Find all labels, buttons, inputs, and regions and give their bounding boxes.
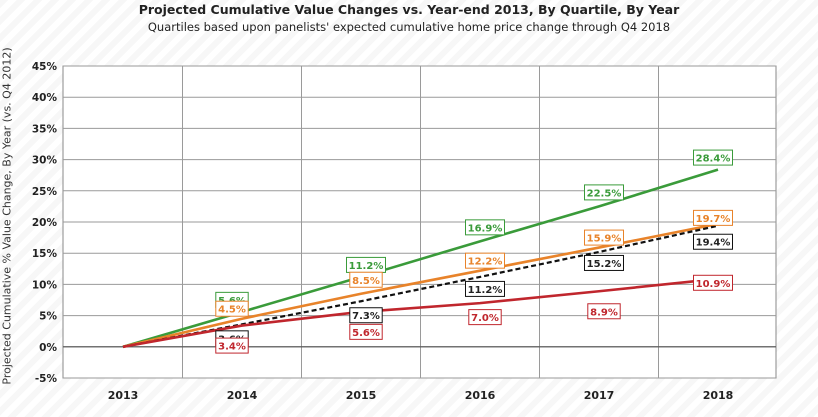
data-label: 28.4% — [696, 154, 731, 165]
y-tick-label: -5% — [35, 373, 58, 385]
x-tick-label: 2013 — [108, 389, 139, 402]
y-tick-label: 0% — [39, 342, 57, 354]
data-label: 7.3% — [352, 311, 380, 322]
y-tick-label: 15% — [32, 248, 58, 260]
data-label-box — [584, 184, 624, 201]
x-tick-label: 2017 — [584, 389, 615, 402]
data-label-box — [215, 300, 249, 317]
data-label: 15.2% — [587, 259, 622, 270]
x-tick-label: 2015 — [346, 389, 377, 402]
y-tick-label: 20% — [32, 217, 58, 229]
y-tick-label: 10% — [32, 279, 58, 291]
data-label: 10.9% — [696, 279, 731, 290]
data-label: 5.6% — [352, 328, 380, 339]
x-tick-label: 2018 — [703, 389, 734, 402]
data-label-box — [349, 323, 383, 340]
y-tick-label: 40% — [32, 92, 58, 104]
data-label-box — [693, 209, 733, 226]
data-label: 8.9% — [590, 307, 618, 318]
chart-title: Projected Cumulative Value Changes vs. Y… — [138, 2, 680, 17]
data-label-box — [693, 274, 733, 291]
data-label-box — [465, 219, 505, 236]
data-label-box — [349, 307, 383, 324]
data-label: 4.5% — [218, 305, 246, 316]
data-label: 16.9% — [468, 223, 503, 234]
data-label-box — [215, 337, 249, 354]
data-label: 8.5% — [352, 276, 380, 287]
data-label-box — [584, 229, 624, 246]
y-tick-label: 30% — [32, 155, 58, 167]
x-tick-label: 2016 — [465, 389, 496, 402]
data-label-box — [693, 233, 733, 250]
data-label-box — [465, 280, 505, 297]
data-label: 11.2% — [349, 261, 384, 272]
data-label-box — [584, 254, 624, 271]
data-label: 7.0% — [471, 313, 499, 324]
series-line-lower — [122, 277, 719, 349]
chart-subtitle: Quartiles based upon panelists' expected… — [147, 20, 671, 34]
y-tick-label: 25% — [32, 186, 58, 198]
data-label-box — [468, 309, 502, 326]
x-tick-label: 2014 — [227, 389, 258, 402]
data-label-box — [465, 252, 505, 269]
y-tick-label: 45% — [32, 61, 58, 73]
data-label-box — [693, 149, 733, 166]
data-label: 22.5% — [587, 188, 622, 199]
data-label: 19.4% — [696, 238, 731, 249]
y-tick-label: 35% — [32, 123, 58, 135]
data-label: 19.7% — [696, 214, 731, 225]
data-label: 15.9% — [587, 234, 622, 245]
y-tick-label: 5% — [39, 311, 57, 323]
data-label: 3.4% — [218, 342, 246, 353]
data-label-box — [587, 303, 621, 320]
data-label: 11.2% — [468, 285, 503, 296]
data-label: 12.2% — [468, 257, 503, 268]
data-label-box — [349, 271, 383, 288]
